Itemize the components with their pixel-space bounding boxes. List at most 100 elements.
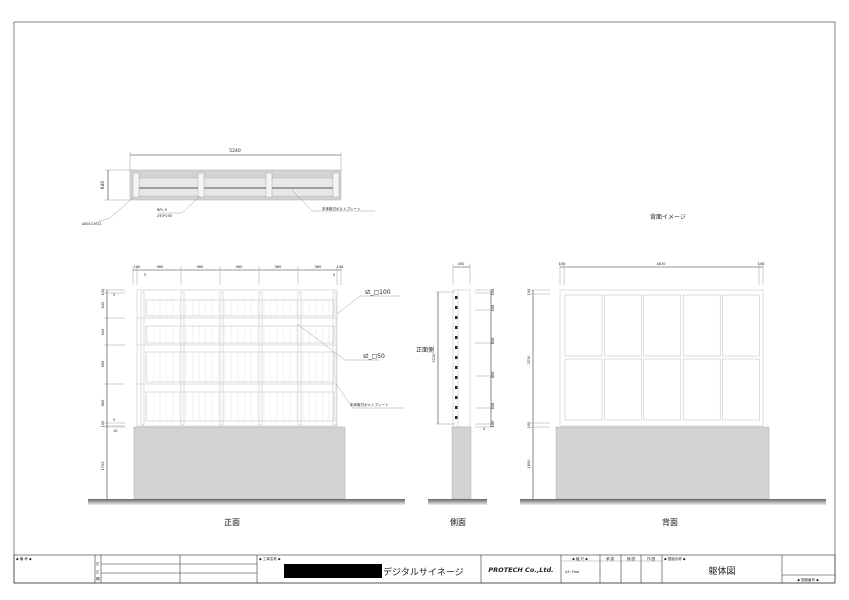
front-ground (88, 499, 405, 505)
scale-label: ◆ 縮 尺 ◆ (572, 556, 588, 561)
front-post (258, 291, 263, 426)
back-panel (722, 358, 760, 421)
bolt-mark (455, 406, 458, 409)
front-side-label: 正面側 (416, 346, 434, 354)
back-caption: 背面 (662, 517, 678, 527)
drawing-number-label: ◆ 図面番号 ◆ (797, 577, 819, 582)
side-dim-right: 508 (491, 403, 495, 410)
bolt-mark (455, 326, 458, 329)
bolt-mark (455, 396, 458, 399)
module-panel (145, 351, 335, 383)
front-dim-top: 100 (134, 265, 141, 269)
back-elevation: 背面イメージ 100 4810 100 100 3210 100 1800 背面 (520, 213, 826, 527)
front-dim-left: 5 (113, 293, 115, 297)
bolt-mark (455, 386, 458, 389)
front-dim-top: 960 (157, 265, 164, 269)
front-post (140, 291, 145, 426)
back-panel (564, 358, 603, 421)
module-panel (145, 325, 335, 344)
bolt-mark (455, 416, 458, 419)
back-panel (722, 294, 760, 357)
bolt-mark (455, 316, 458, 319)
base-plate-size: 250*250 (157, 214, 172, 218)
front-elevation: 100 960 960 960 960 960 100 5 5 100 5 64… (88, 265, 405, 527)
main-post-label: st_□100 (365, 289, 391, 296)
front-dim-top: 960 (197, 265, 204, 269)
plan-post (132, 172, 140, 198)
front-offset: 5 (144, 273, 146, 277)
front-frame (136, 289, 338, 427)
front-post (180, 291, 185, 426)
drawing-name: 躯体図 (708, 565, 735, 577)
front-foundation (133, 426, 346, 500)
title-block: ◆ 備 考 ◆ 訂 正 欄 ◆ 工事名称 ◆ デジタルサイネージ PROTECH… (13, 554, 836, 584)
plan-post (332, 172, 340, 198)
plan-width-dim: 5240 (229, 148, 241, 154)
module-panel (145, 299, 335, 317)
approved-label: 承 認 (606, 556, 615, 561)
plan-view: 5240 640 ABOLT-M12 BPL-9 250*250 本体取付ボルト… (82, 148, 375, 226)
side-caption: 側面 (450, 517, 466, 527)
drawing-name-label: ◆ 図面名称 ◆ (664, 556, 686, 561)
side-dim-right: 100 (491, 421, 495, 428)
front-bolt-plate-label: 本体取付ボルトプレート (350, 402, 389, 407)
back-dim-left: 3210 (527, 356, 531, 365)
back-panel (604, 358, 642, 421)
back-dim-top: 100 (758, 262, 765, 266)
back-dim-left: 100 (527, 289, 531, 296)
back-panel (682, 358, 721, 421)
plan-depth-dim: 640 (100, 181, 106, 190)
front-dim-left: 960 (101, 400, 105, 407)
back-dim-top: 100 (559, 262, 566, 266)
redacted-block (284, 564, 382, 578)
side-height-dim: 3210 (432, 354, 436, 363)
back-dim-top: 4810 (657, 262, 666, 266)
front-dim-left: 100 (101, 421, 105, 428)
scale-value: A3: Free (565, 570, 579, 574)
side-dim-right: 808 (491, 372, 495, 379)
back-panel (643, 294, 682, 357)
front-dim-left: 10 (113, 429, 117, 433)
side-foundation (451, 426, 472, 500)
back-foundation (555, 426, 770, 500)
front-dim-left: 100 (101, 289, 105, 296)
back-panel (564, 294, 603, 357)
back-panel (682, 294, 721, 357)
bolt-mark (455, 296, 458, 299)
front-caption: 正面 (224, 518, 240, 527)
front-dim-top: 960 (275, 265, 282, 269)
sub-post-label: st_□50 (363, 353, 385, 360)
remarks-label: ◆ 備 考 ◆ (16, 556, 32, 561)
front-base-height: 1700 (101, 462, 105, 471)
front-post (297, 291, 302, 426)
back-base-height: 1800 (527, 460, 531, 469)
side-dim-right: 100 (491, 289, 495, 296)
plan-bolt-plate-label: 本体取付ボルトプレート (322, 206, 361, 211)
front-dim-left: 960 (101, 361, 105, 368)
checked-label: 検 図 (627, 556, 636, 561)
plan-post (197, 172, 205, 198)
front-offset: 5 (333, 273, 335, 277)
bolt-mark (455, 366, 458, 369)
front-post (332, 291, 337, 426)
back-panel (643, 358, 682, 421)
back-image-title: 背面イメージ (650, 213, 686, 221)
front-post (219, 291, 224, 426)
side-width-dim: 400 (458, 262, 465, 266)
front-dim-top: 960 (236, 265, 243, 269)
back-ground (520, 499, 826, 505)
side-elevation: 400 3210 正面側 100 508 808 808 508 100 4 側… (416, 262, 495, 527)
bolt-mark (455, 336, 458, 339)
drawn-label: 作 図 (647, 556, 656, 561)
plan-post (265, 172, 273, 198)
anchor-bolt-label: ABOLT-M12 (82, 222, 102, 226)
revision-label: 訂 (96, 561, 100, 566)
side-dim-right: 508 (491, 305, 495, 312)
bolt-mark (455, 306, 458, 309)
project-label: ◆ 工事名称 ◆ (259, 556, 281, 561)
front-dim-left: 5 (113, 418, 115, 422)
revision-label: 欄 (96, 576, 100, 581)
bolt-mark (455, 346, 458, 349)
base-plate-label: BPL-9 (157, 208, 167, 212)
